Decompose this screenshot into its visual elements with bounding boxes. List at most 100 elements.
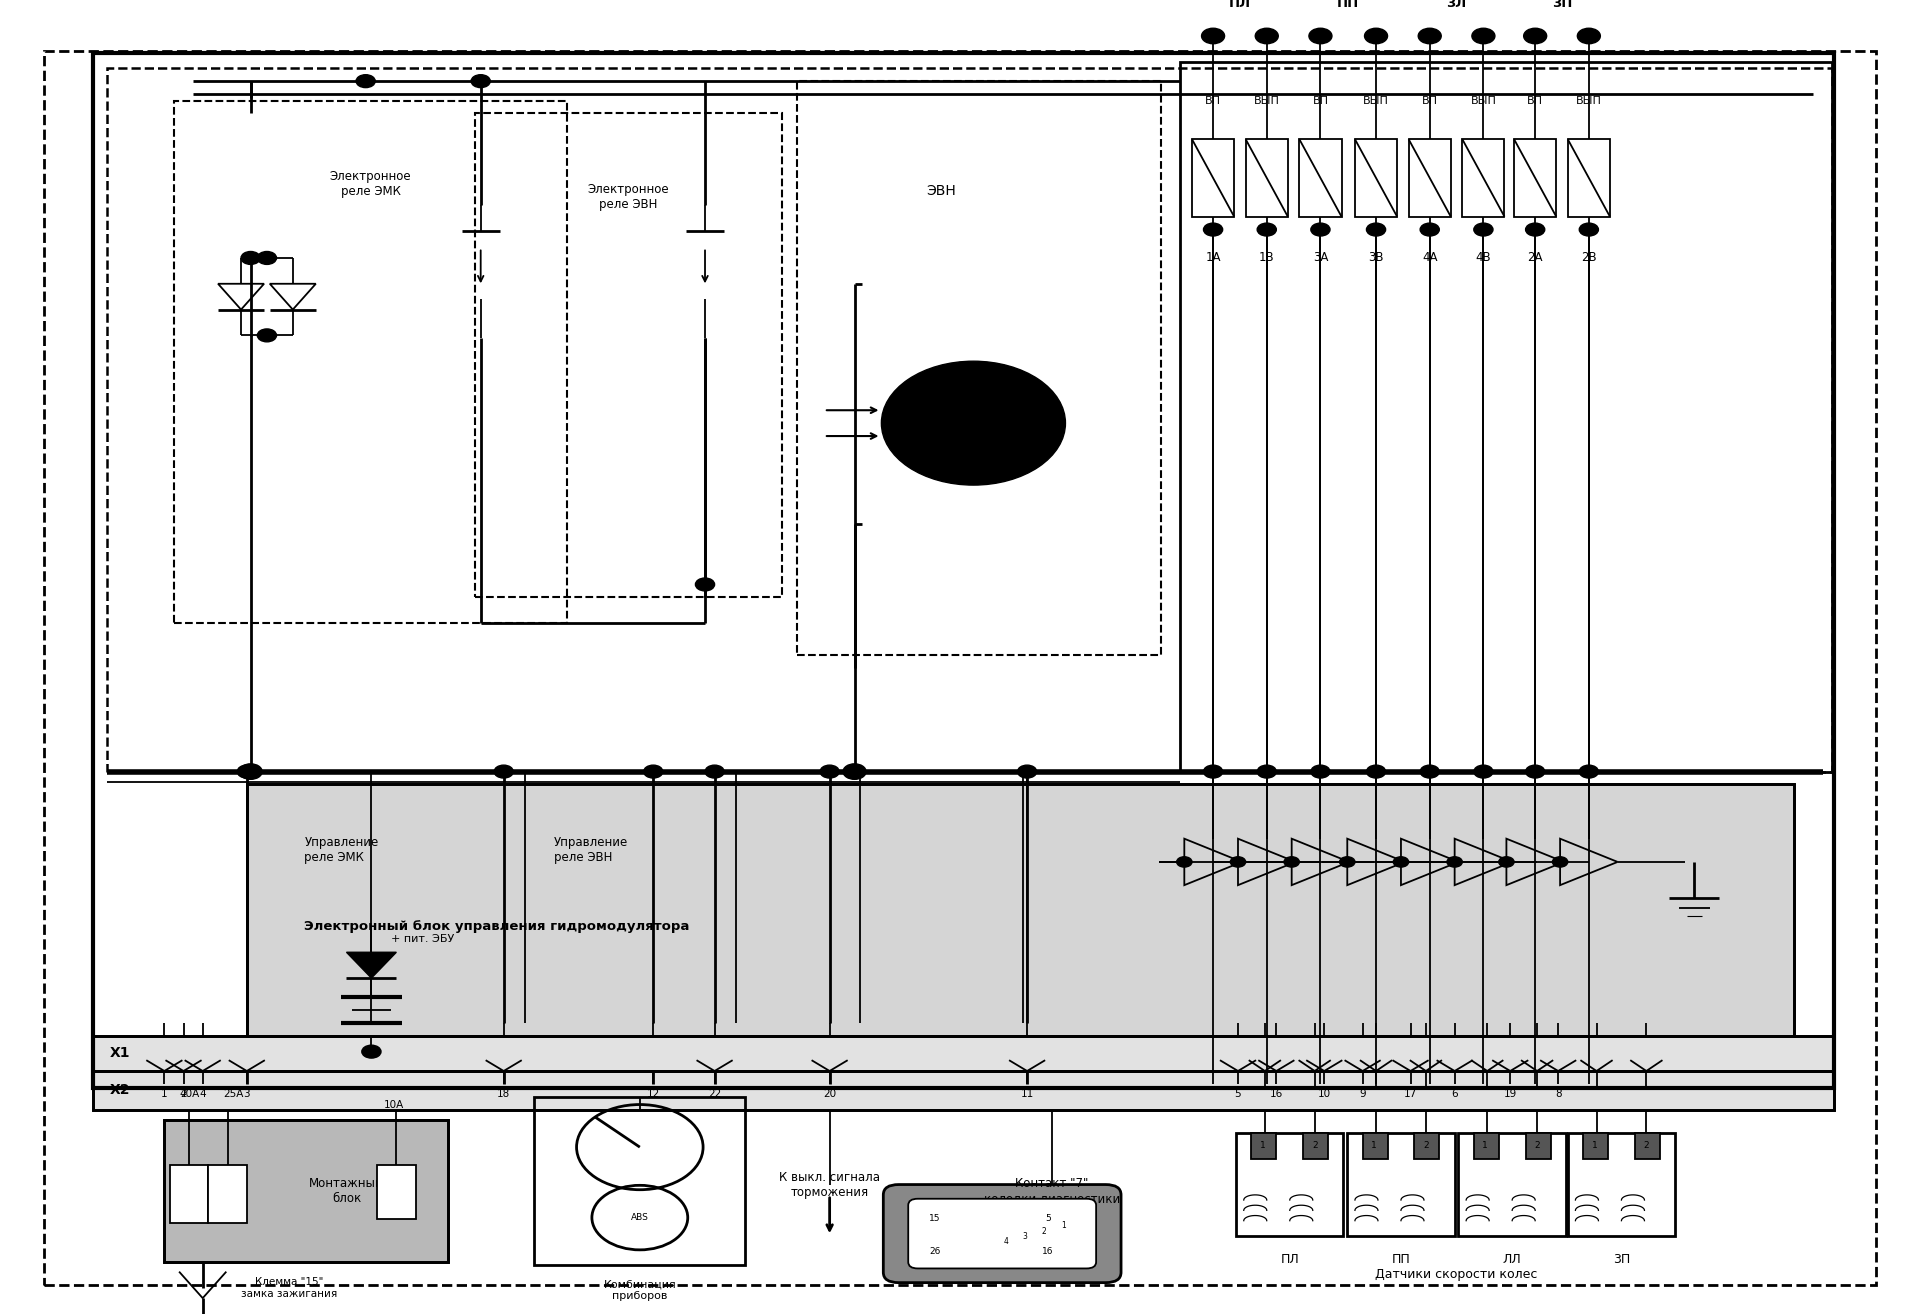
Circle shape (1367, 224, 1386, 235)
Circle shape (257, 329, 276, 342)
Text: 1: 1 (1260, 1141, 1265, 1151)
Circle shape (820, 765, 839, 778)
FancyBboxPatch shape (883, 1185, 1121, 1282)
Text: 26: 26 (929, 1247, 941, 1256)
Bar (175, 100, 566, 623)
Bar (474, 113, 781, 597)
Text: 4: 4 (200, 1089, 205, 1099)
Circle shape (355, 75, 374, 88)
Text: ЭВН: ЭВН (925, 184, 956, 197)
Text: ПЛ: ПЛ (1229, 0, 1252, 11)
Text: 3В: 3В (1369, 251, 1384, 264)
Circle shape (643, 765, 662, 778)
Text: 1: 1 (1482, 1141, 1488, 1151)
Text: ВЫП: ВЫП (1576, 96, 1601, 105)
Text: 4: 4 (1004, 1237, 1008, 1245)
Text: 9: 9 (1359, 1089, 1365, 1099)
Text: 16: 16 (1043, 1247, 1054, 1256)
Circle shape (1580, 224, 1599, 235)
Bar (1475, 1134, 1500, 1159)
Text: Монтажный
блок: Монтажный блок (309, 1177, 384, 1205)
Circle shape (1309, 28, 1332, 43)
Circle shape (361, 1045, 380, 1059)
Text: 18: 18 (497, 1089, 511, 1099)
FancyBboxPatch shape (908, 1199, 1096, 1269)
Text: 25А: 25А (223, 1089, 244, 1099)
Circle shape (1500, 857, 1515, 867)
Text: + пит. ЭБУ: + пит. ЭБУ (390, 935, 453, 944)
Bar (1363, 1134, 1388, 1159)
Circle shape (1526, 224, 1546, 235)
Bar (248, 785, 1793, 1036)
Text: 4В: 4В (1476, 251, 1492, 264)
Circle shape (1367, 765, 1386, 778)
Bar (171, 1165, 209, 1223)
Bar (1526, 1134, 1551, 1159)
Text: 40А: 40А (179, 1089, 200, 1099)
Text: 2: 2 (1311, 1141, 1317, 1151)
Text: ПП: ПП (1336, 0, 1359, 11)
Bar (1356, 139, 1398, 217)
Text: X2: X2 (109, 1084, 131, 1097)
Circle shape (1448, 857, 1463, 867)
Text: 3: 3 (244, 1089, 250, 1099)
Bar (165, 1120, 447, 1262)
Bar (94, 1036, 1834, 1070)
Circle shape (881, 362, 1066, 485)
Text: 1: 1 (1062, 1222, 1066, 1231)
Bar (1192, 139, 1235, 217)
Text: 8: 8 (1555, 1089, 1561, 1099)
Circle shape (1258, 224, 1277, 235)
Circle shape (1473, 28, 1496, 43)
Text: 2В: 2В (1580, 251, 1597, 264)
Circle shape (1553, 857, 1569, 867)
Bar (1181, 62, 1832, 772)
Circle shape (240, 764, 263, 780)
Text: 1В: 1В (1260, 251, 1275, 264)
Bar (1304, 1134, 1329, 1159)
Text: К выкл. сигнала
торможения: К выкл. сигнала торможения (780, 1170, 879, 1198)
Text: 3А: 3А (1313, 251, 1329, 264)
Circle shape (1365, 28, 1388, 43)
Text: 2: 2 (1423, 1141, 1428, 1151)
Text: X1: X1 (109, 1045, 131, 1060)
Text: 2: 2 (1534, 1141, 1540, 1151)
Circle shape (257, 251, 276, 264)
Text: Электронное
реле ЭВН: Электронное реле ЭВН (588, 183, 670, 212)
Circle shape (1475, 765, 1494, 778)
Text: 1: 1 (161, 1089, 167, 1099)
Circle shape (1177, 857, 1192, 867)
Circle shape (1421, 765, 1440, 778)
Text: 2: 2 (180, 1089, 186, 1099)
Bar (1463, 139, 1505, 217)
Bar (94, 1070, 1834, 1110)
Text: ВП: ВП (1526, 96, 1544, 105)
Text: ВП: ВП (1313, 96, 1329, 105)
Bar (1300, 139, 1342, 217)
Circle shape (470, 75, 490, 88)
Bar (94, 53, 1834, 1088)
Bar (534, 1097, 745, 1265)
Text: 3: 3 (1023, 1232, 1027, 1240)
Text: 10А: 10А (384, 1099, 405, 1110)
Text: ЛЛ: ЛЛ (1503, 1253, 1521, 1266)
Text: Датчики скорости колес: Датчики скорости колес (1375, 1269, 1538, 1281)
Bar (94, 1036, 1834, 1070)
Text: 3Л: 3Л (1446, 0, 1467, 11)
Circle shape (705, 765, 724, 778)
Circle shape (1204, 765, 1223, 778)
Text: 19: 19 (1503, 1089, 1517, 1099)
Bar (1515, 139, 1557, 217)
Circle shape (843, 764, 866, 780)
Text: 1А: 1А (1206, 251, 1221, 264)
Circle shape (1311, 765, 1331, 778)
Bar (1409, 139, 1452, 217)
Circle shape (493, 765, 513, 778)
Bar (209, 1165, 248, 1223)
Text: 6: 6 (1452, 1089, 1457, 1099)
Text: 15: 15 (929, 1214, 941, 1223)
Circle shape (1578, 28, 1601, 43)
Bar (376, 1165, 415, 1219)
Circle shape (1256, 28, 1279, 43)
Bar (1236, 1134, 1344, 1236)
